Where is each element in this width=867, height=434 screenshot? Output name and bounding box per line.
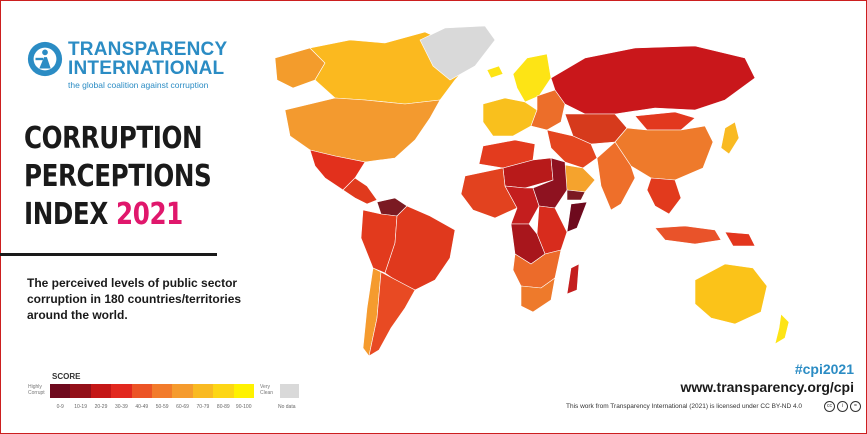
- legend-swatch: [111, 384, 132, 398]
- page-title: CORRUPTION PERCEPTIONS INDEX 2021: [24, 120, 212, 234]
- title-line3-prefix: INDEX: [24, 197, 108, 232]
- map-region-papua-new-guinea: [724, 231, 756, 247]
- legend-swatch: [172, 384, 193, 398]
- legend-tick-label: 50-59: [155, 404, 169, 410]
- website-link[interactable]: www.transparency.org/cpi: [680, 379, 855, 395]
- legend-color-scale: [50, 384, 254, 398]
- subtitle: The perceived levels of public sector co…: [27, 276, 242, 322]
- brand-name-line1: TRANSPARENCY: [68, 39, 228, 60]
- title-line2: PERCEPTIONS: [24, 159, 212, 194]
- transparency-international-logo[interactable]: TRANSPARENCY INTERNATIONAL the global co…: [26, 40, 227, 90]
- map-region-new-zealand: [774, 313, 790, 345]
- legend-swatch: [70, 384, 91, 398]
- legend-low-label: Highly Corrupt: [28, 384, 45, 396]
- license-text: This work from Transparency Internationa…: [566, 403, 803, 410]
- map-region-mongolia: [634, 111, 696, 131]
- world-map: [274, 25, 790, 357]
- map-region-japan: [720, 121, 740, 155]
- map-region-argentina: [368, 271, 416, 357]
- cc-license-icons[interactable]: cc i =: [824, 401, 861, 412]
- cc-icon: cc: [824, 401, 835, 412]
- legend-swatch: [151, 384, 173, 398]
- map-region-central-africa: [504, 185, 540, 225]
- nd-icon: =: [850, 401, 861, 412]
- title-line1: CORRUPTION: [24, 121, 203, 156]
- title-divider: [0, 253, 217, 256]
- map-region-china: [614, 125, 714, 181]
- ti-globe-icon: [27, 41, 63, 77]
- map-region-middle-east: [546, 129, 598, 169]
- map-region-west-africa: [460, 167, 518, 219]
- map-region-australia: [694, 263, 768, 325]
- legend-swatch: [192, 384, 214, 398]
- map-region-madagascar: [566, 263, 580, 295]
- brand-name-line2: INTERNATIONAL: [68, 58, 225, 79]
- legend-tick-label: 0-9: [56, 404, 64, 410]
- by-icon: i: [837, 401, 848, 412]
- legend-tick-label: 90-100: [235, 404, 252, 410]
- legend-tick-label: 10-19: [74, 404, 87, 410]
- legend-nodata-label: No data: [278, 404, 296, 410]
- legend-tick-label: 70-79: [196, 404, 210, 410]
- map-region-central-america: [342, 177, 378, 205]
- legend-tick-label: 40-49: [135, 404, 149, 410]
- legend-nodata-swatch: [280, 384, 299, 398]
- map-region-india: [596, 141, 636, 211]
- map-region-iceland: [486, 65, 504, 79]
- legend-swatch: [213, 384, 234, 398]
- map-region-somalia: [566, 201, 588, 233]
- map-region-scandinavia: [512, 53, 552, 103]
- map-region-southeast-asia: [646, 177, 682, 215]
- legend-swatch: [131, 384, 152, 398]
- map-region-usa: [284, 97, 441, 163]
- legend-tick-label: 30-39: [114, 404, 128, 410]
- legend-swatch: [90, 384, 112, 398]
- map-region-russia: [550, 45, 756, 115]
- title-line3: INDEX 2021: [24, 196, 211, 234]
- map-region-indonesia: [654, 225, 722, 245]
- map-region-greenland: [419, 25, 496, 81]
- legend-swatch: [233, 384, 254, 398]
- legend-tick-label: 20-29: [94, 404, 108, 410]
- legend-tick-labels: 0-9 10-19 20-29 30-39 40-49 50-59 60-69 70-79 80…: [50, 404, 254, 410]
- map-region-brazil: [384, 205, 456, 291]
- brand-tagline: the global coalition against corruption: [68, 80, 209, 90]
- legend-tick-label: 60-69: [176, 404, 189, 410]
- map-region-yemen: [566, 189, 586, 201]
- hashtag-link[interactable]: #cpi2021: [794, 361, 854, 377]
- legend-swatch: [50, 384, 71, 398]
- legend-title: SCORE: [52, 372, 81, 381]
- legend-tick-label: 80-89: [216, 404, 230, 410]
- map-region-western-europe: [482, 97, 538, 137]
- title-year: 2021: [116, 197, 183, 232]
- map-region-south-africa: [520, 277, 556, 313]
- legend-high-label: Very Clean: [260, 384, 274, 396]
